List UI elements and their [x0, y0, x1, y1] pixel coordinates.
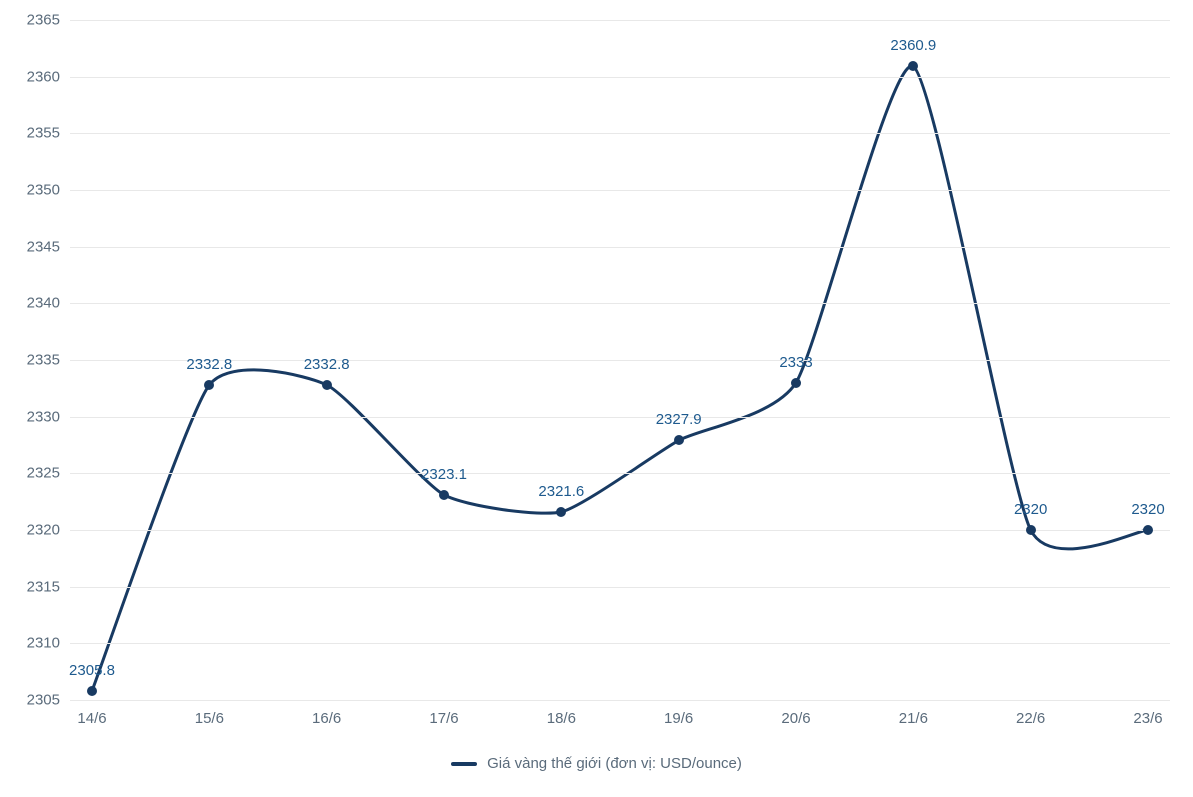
legend-swatch — [451, 762, 477, 766]
data-point-value-label: 2323.1 — [421, 466, 467, 483]
data-point-marker[interactable] — [439, 490, 449, 500]
x-tick-label: 14/6 — [77, 710, 106, 727]
y-tick-label: 2335 — [27, 352, 60, 369]
gridline — [70, 587, 1170, 588]
y-tick-label: 2330 — [27, 408, 60, 425]
gridline — [70, 20, 1170, 21]
data-point-value-label: 2332.8 — [304, 356, 350, 373]
data-point-marker[interactable] — [908, 61, 918, 71]
x-tick-label: 23/6 — [1133, 710, 1162, 727]
x-tick-label: 15/6 — [195, 710, 224, 727]
y-tick-label: 2320 — [27, 522, 60, 539]
y-tick-label: 2305 — [27, 692, 60, 709]
y-tick-label: 2365 — [27, 12, 60, 29]
data-point-marker[interactable] — [556, 507, 566, 517]
y-tick-label: 2360 — [27, 68, 60, 85]
data-point-value-label: 2320 — [1014, 501, 1047, 518]
x-tick-label: 18/6 — [547, 710, 576, 727]
x-tick-label: 19/6 — [664, 710, 693, 727]
y-tick-label: 2315 — [27, 578, 60, 595]
gridline — [70, 360, 1170, 361]
gridline — [70, 700, 1170, 701]
legend-series-label: Giá vàng thế giới (đơn vị: USD/ounce) — [487, 755, 742, 772]
chart-legend: Giá vàng thế giới (đơn vị: USD/ounce) — [0, 755, 1193, 772]
data-point-marker[interactable] — [791, 378, 801, 388]
data-point-value-label: 2321.6 — [538, 483, 584, 500]
x-tick-label: 20/6 — [781, 710, 810, 727]
gridline — [70, 643, 1170, 644]
y-tick-label: 2350 — [27, 182, 60, 199]
data-point-marker[interactable] — [87, 686, 97, 696]
x-tick-label: 16/6 — [312, 710, 341, 727]
gridline — [70, 190, 1170, 191]
data-point-marker[interactable] — [204, 380, 214, 390]
y-tick-label: 2310 — [27, 635, 60, 652]
data-point-marker[interactable] — [674, 435, 684, 445]
gridline — [70, 530, 1170, 531]
gridline — [70, 77, 1170, 78]
gridline — [70, 247, 1170, 248]
data-point-value-label: 2332.8 — [186, 356, 232, 373]
x-tick-label: 21/6 — [899, 710, 928, 727]
gridline — [70, 133, 1170, 134]
y-tick-label: 2355 — [27, 125, 60, 142]
data-point-marker[interactable] — [1143, 525, 1153, 535]
data-point-value-label: 2305.8 — [69, 662, 115, 679]
data-point-value-label: 2360.9 — [890, 37, 936, 54]
x-tick-label: 17/6 — [429, 710, 458, 727]
series-line — [92, 66, 1148, 691]
y-tick-label: 2345 — [27, 238, 60, 255]
data-point-value-label: 2320 — [1131, 501, 1164, 518]
data-point-value-label: 2327.9 — [656, 411, 702, 428]
gridline — [70, 303, 1170, 304]
data-point-value-label: 2333 — [779, 354, 812, 371]
plot-area: 2305231023152320232523302335234023452350… — [70, 20, 1170, 700]
y-tick-label: 2325 — [27, 465, 60, 482]
y-tick-label: 2340 — [27, 295, 60, 312]
gold-price-chart: 2305 2310 2315 2320 2325 2330 2335 2340 2345 2350… — [0, 0, 1193, 797]
data-point-marker[interactable] — [322, 380, 332, 390]
gridline — [70, 473, 1170, 474]
gridline — [70, 417, 1170, 418]
x-tick-label: 22/6 — [1016, 710, 1045, 727]
data-point-marker[interactable] — [1026, 525, 1036, 535]
